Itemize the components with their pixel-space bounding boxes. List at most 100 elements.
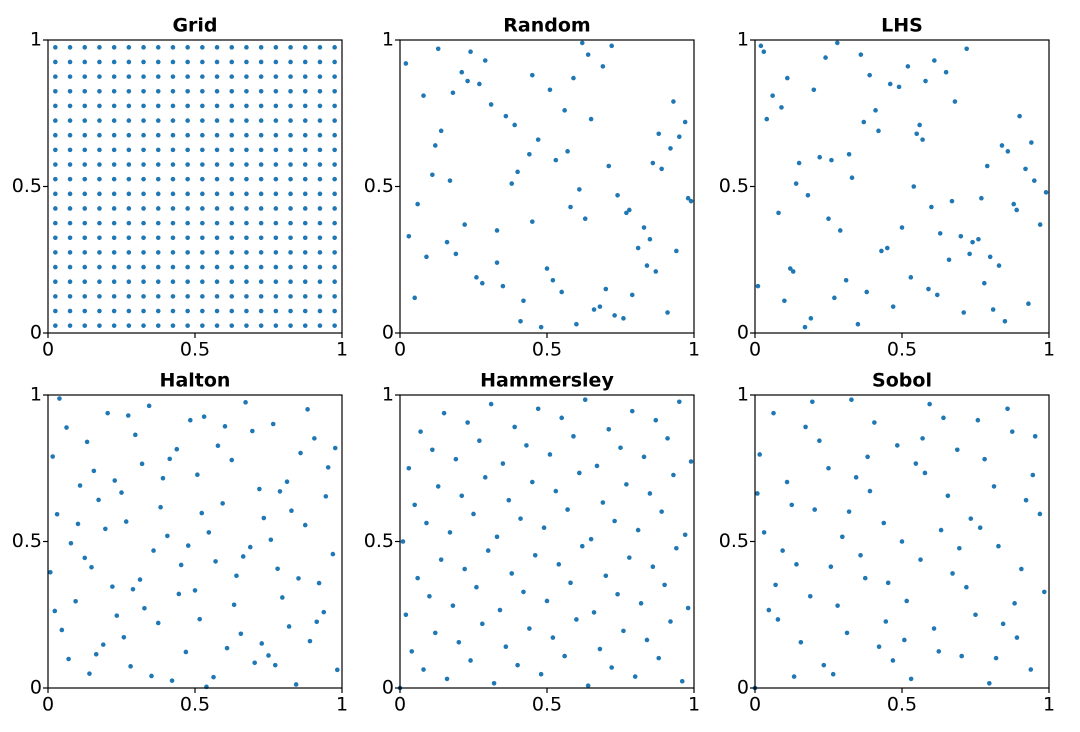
- point: [53, 147, 58, 153]
- point: [904, 598, 910, 604]
- point: [317, 132, 323, 138]
- point: [141, 147, 146, 153]
- point: [530, 72, 535, 78]
- point: [432, 143, 438, 148]
- point: [266, 653, 271, 658]
- point: [214, 59, 220, 65]
- point: [170, 162, 176, 167]
- point: [57, 396, 62, 401]
- point: [214, 103, 220, 109]
- point: [1023, 166, 1028, 172]
- point: [317, 59, 323, 65]
- point: [82, 162, 88, 167]
- point: [444, 239, 450, 245]
- point: [887, 81, 893, 87]
- point: [936, 649, 942, 654]
- point: [141, 308, 146, 314]
- point: [126, 264, 132, 270]
- point: [1011, 201, 1017, 207]
- point: [170, 264, 176, 270]
- point: [258, 118, 264, 123]
- point: [170, 132, 176, 138]
- point: [82, 176, 88, 182]
- point: [970, 239, 975, 245]
- point: [302, 294, 308, 299]
- point: [635, 245, 641, 251]
- point: [229, 45, 235, 50]
- point: [214, 264, 220, 270]
- point: [612, 313, 617, 318]
- point: [959, 653, 964, 659]
- point: [244, 206, 249, 211]
- point: [155, 264, 161, 270]
- point: [273, 74, 279, 79]
- point: [922, 470, 928, 476]
- point: [273, 45, 279, 50]
- point: [53, 279, 58, 285]
- point: [835, 603, 840, 608]
- point: [200, 308, 205, 314]
- point: [430, 172, 435, 178]
- point: [273, 323, 279, 328]
- point: [807, 593, 813, 599]
- x-tick-label: 0.5: [887, 339, 917, 361]
- point: [938, 527, 944, 533]
- point: [964, 584, 969, 590]
- point: [846, 509, 852, 514]
- point: [302, 132, 308, 138]
- point: [597, 646, 603, 652]
- point: [244, 88, 249, 94]
- point: [67, 279, 73, 285]
- point: [149, 673, 154, 679]
- point: [183, 649, 189, 655]
- point: [67, 294, 73, 299]
- point: [200, 264, 205, 270]
- point: [82, 118, 88, 123]
- point: [571, 75, 576, 81]
- point: [111, 323, 117, 328]
- point: [832, 295, 837, 301]
- point: [214, 235, 220, 241]
- point: [453, 456, 459, 462]
- point: [67, 132, 73, 138]
- point: [82, 191, 88, 197]
- point: [644, 637, 650, 643]
- point: [53, 250, 58, 255]
- point: [459, 493, 465, 499]
- point: [480, 621, 485, 627]
- point: [185, 103, 190, 109]
- point: [677, 399, 682, 405]
- axes-frame: [754, 39, 1050, 334]
- point: [317, 294, 323, 299]
- point: [1043, 190, 1049, 195]
- point: [867, 72, 872, 78]
- point: [141, 279, 146, 285]
- point: [126, 308, 132, 314]
- point: [139, 461, 145, 467]
- point: [317, 250, 323, 255]
- point: [288, 132, 293, 138]
- point: [671, 99, 676, 104]
- point: [244, 162, 249, 167]
- point: [532, 552, 538, 558]
- point: [597, 304, 603, 309]
- point: [170, 220, 176, 226]
- x-tick-label: 0.5: [887, 694, 917, 716]
- point: [945, 493, 951, 499]
- point: [200, 206, 205, 211]
- x-tick-label: 0: [394, 694, 406, 716]
- point: [553, 488, 559, 494]
- point: [67, 308, 73, 314]
- point: [477, 438, 482, 444]
- point: [273, 220, 279, 226]
- point: [258, 162, 264, 167]
- point: [317, 264, 323, 270]
- point: [641, 454, 647, 460]
- point: [305, 407, 310, 412]
- point: [273, 206, 279, 211]
- point: [547, 87, 553, 93]
- point: [229, 147, 235, 153]
- point: [185, 191, 190, 197]
- point: [111, 308, 117, 314]
- point: [321, 609, 327, 615]
